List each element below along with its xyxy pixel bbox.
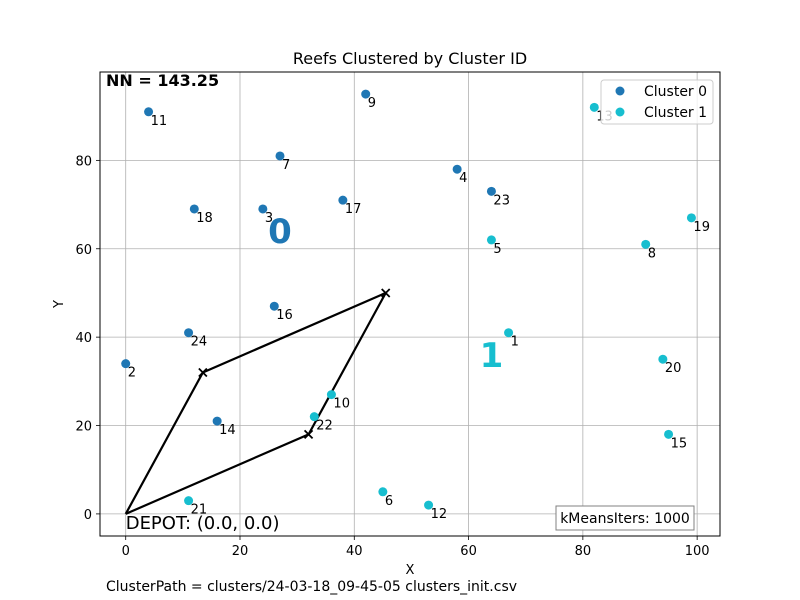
y-tick-label: 80 — [75, 154, 92, 169]
point-id-label: 22 — [316, 419, 333, 434]
point-cluster-0 — [275, 151, 285, 161]
x-tick-label: 60 — [460, 544, 477, 559]
y-tick-label: 40 — [75, 331, 92, 346]
point-id-label: 24 — [191, 335, 208, 350]
point-id-label: 4 — [459, 171, 467, 186]
point-id-label: 5 — [493, 242, 501, 257]
point-id-label: 10 — [333, 397, 350, 412]
x-tick-label: 20 — [232, 544, 249, 559]
y-tick-label: 20 — [75, 420, 92, 435]
point-id-label: 8 — [648, 246, 656, 261]
point-cluster-1 — [658, 354, 668, 364]
x-tick-label: 100 — [685, 544, 710, 559]
point-cluster-1 — [326, 390, 336, 400]
point-cluster-0 — [144, 107, 154, 117]
point-cluster-1 — [504, 328, 514, 338]
y-tick-label: 60 — [75, 243, 92, 258]
path-waypoint-marker — [198, 367, 208, 378]
grid — [100, 72, 720, 536]
legend-label-cluster-0: Cluster 0 — [644, 84, 707, 100]
point-cluster-1 — [184, 496, 194, 506]
plot-frame — [99, 71, 721, 537]
x-axis-label: X — [406, 563, 415, 578]
path-waypoint-marker — [381, 288, 391, 298]
point-id-label: 19 — [693, 220, 710, 235]
point-id-label: 12 — [431, 507, 448, 522]
point-cluster-0 — [452, 164, 462, 174]
nn-annotation: NN = 143.25 — [106, 71, 219, 90]
point-cluster-0 — [486, 186, 496, 196]
point-cluster-1 — [664, 429, 674, 439]
legend-marker-cluster-1 — [615, 107, 625, 117]
point-id-label: 6 — [385, 494, 393, 509]
x-tick-label: 80 — [575, 544, 592, 559]
point-cluster-1 — [589, 102, 599, 112]
depot-annotation: DEPOT: (0.0, 0.0) — [126, 513, 280, 534]
plot-area — [100, 72, 720, 536]
point-id-label: 18 — [196, 211, 213, 226]
point-cluster-1 — [309, 412, 319, 422]
x-tick-label: 40 — [346, 544, 363, 559]
point-cluster-1 — [486, 235, 496, 245]
point-cluster-1 — [378, 487, 388, 497]
point-cluster-1 — [424, 500, 434, 510]
legend: Cluster 0 Cluster 1 — [600, 79, 714, 125]
legend-label-cluster-1: Cluster 1 — [644, 105, 707, 121]
cluster-label-1: 1 — [480, 336, 504, 376]
kmeans-box: kMeansIters: 1000 — [555, 505, 695, 531]
point-id-label: 3 — [265, 211, 273, 226]
point-id-label: 9 — [368, 96, 376, 111]
point-id-label: 14 — [219, 423, 236, 438]
point-id-label: 15 — [671, 436, 688, 451]
cluster-path-annotation: ClusterPath = clusters/24-03-18_09-45-05… — [106, 579, 517, 595]
cluster-label-0: 0 — [268, 212, 292, 252]
x-tick-label: 0 — [122, 544, 130, 559]
cluster-path — [124, 288, 391, 515]
point-id-label: 11 — [151, 114, 168, 129]
path-waypoint-marker — [303, 429, 314, 439]
point-id-label: 7 — [282, 158, 290, 173]
kmeans-annotation: kMeansIters: 1000 — [560, 511, 690, 527]
point-id-label: 23 — [493, 193, 510, 208]
point-id-label: 17 — [345, 202, 362, 217]
point-id-label: 16 — [276, 308, 293, 323]
chart-title: Reefs Clustered by Cluster ID — [293, 49, 527, 68]
point-cluster-0 — [184, 328, 194, 338]
point-id-label: 20 — [665, 361, 682, 376]
point-id-label: 2 — [128, 366, 136, 381]
point-cluster-0 — [121, 359, 131, 369]
point-id-label: 1 — [511, 335, 519, 350]
point-cluster-0 — [338, 195, 348, 205]
point-cluster-0 — [212, 416, 222, 426]
point-cluster-0 — [361, 89, 371, 99]
point-cluster-0 — [189, 204, 199, 214]
point-cluster-1 — [686, 213, 696, 223]
data-points — [121, 89, 696, 510]
y-axis-label: Y — [52, 300, 67, 309]
point-cluster-1 — [641, 239, 651, 249]
legend-marker-cluster-0 — [615, 86, 625, 96]
point-cluster-0 — [258, 204, 268, 214]
point-cluster-0 — [269, 301, 279, 311]
point-id-label: 21 — [191, 503, 208, 518]
y-tick-label: 0 — [84, 508, 92, 523]
